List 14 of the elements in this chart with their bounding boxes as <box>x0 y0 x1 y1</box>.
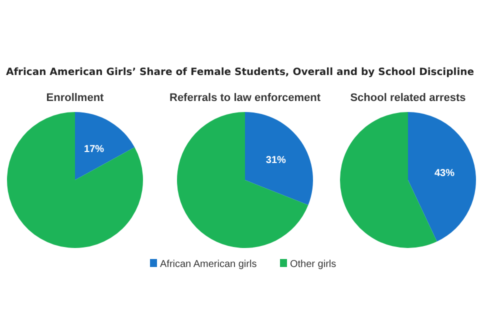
pie-slice <box>408 112 476 242</box>
chart-subtitle: School related arrests <box>350 92 466 104</box>
pie-slice <box>75 112 135 180</box>
legend-label: African American girls <box>160 259 257 270</box>
data-label: 31% <box>266 154 286 166</box>
legend-label: Other girls <box>290 259 336 270</box>
data-label: 17% <box>84 144 104 155</box>
pie-slice <box>245 112 313 206</box>
chart-subtitle: Enrollment <box>46 92 104 104</box>
pie-slice <box>7 112 143 248</box>
pie-slice <box>177 112 308 248</box>
text: African American Girls’ Share of Female Students, Overall and by School Discipline <box>6 67 474 78</box>
data-label: 43% <box>434 168 455 179</box>
chart-subtitle: Referrals to law enforcement <box>170 92 321 104</box>
